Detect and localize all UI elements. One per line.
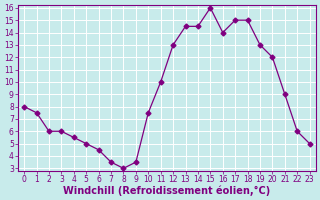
X-axis label: Windchill (Refroidissement éolien,°C): Windchill (Refroidissement éolien,°C)	[63, 185, 270, 196]
